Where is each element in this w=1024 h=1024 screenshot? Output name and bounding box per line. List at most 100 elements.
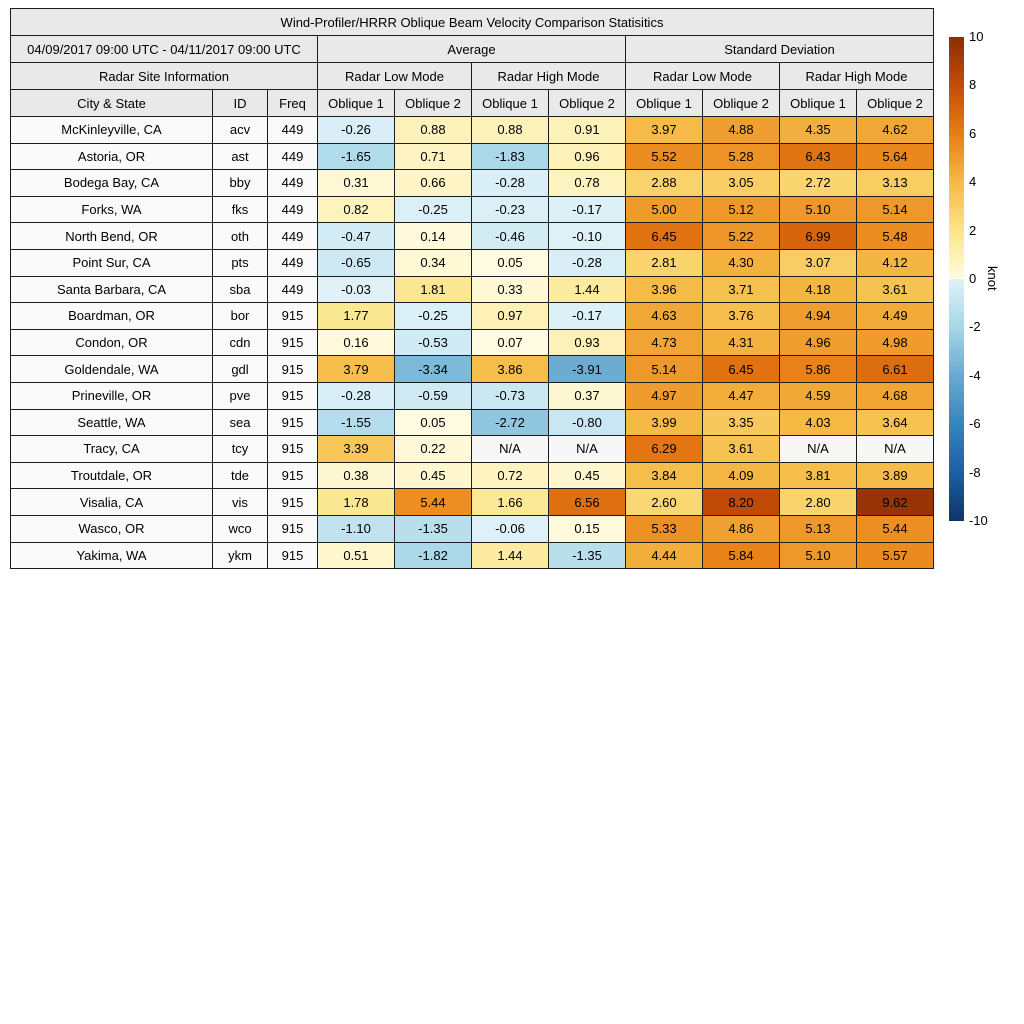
site-id-cell: sba [212, 275, 268, 304]
freq-cell: 915 [267, 461, 318, 490]
avg-value-cell: 0.91 [548, 116, 626, 144]
colorbar [949, 37, 964, 521]
avg-value-cell: 0.51 [317, 541, 395, 570]
city-cell: Goldendale, WA [10, 355, 213, 383]
avg-value-cell: 6.56 [548, 488, 626, 516]
table-row: Point Sur, CA pts 449 -0.65 0.34 0.05 -0.28 2.8… [10, 248, 934, 277]
date-range: 04/09/2017 09:00 UTC - 04/11/2017 09:00 … [10, 35, 318, 63]
table-row: Goldendale, WA gdl 915 3.79 -3.34 3.86 -3.91 5.… [10, 355, 934, 383]
std-value-cell: 3.05 [702, 169, 780, 197]
site-info-header: Radar Site Information [10, 62, 318, 90]
avg-value-cell: 0.14 [394, 222, 472, 250]
avg-value-cell: -0.59 [394, 381, 472, 410]
table-row: Astoria, OR ast 449 -1.65 0.71 -1.83 0.96 5.52 5… [10, 142, 934, 171]
table-row: Seattle, WA sea 915 -1.55 0.05 -2.72 -0.80 3.99… [10, 408, 934, 437]
avg-high-mode-header: Radar High Mode [471, 62, 626, 90]
std-value-cell: 6.61 [856, 355, 934, 383]
std-value-cell: 5.57 [856, 541, 934, 570]
colorbar-tick-label: 10 [969, 29, 984, 44]
std-value-cell: 4.09 [702, 461, 780, 490]
avg-value-cell: 0.07 [471, 328, 549, 357]
avg-value-cell: N/A [471, 435, 549, 463]
city-cell: North Bend, OR [10, 222, 213, 250]
std-value-cell: 3.99 [625, 408, 703, 437]
avg-value-cell: -0.47 [317, 222, 395, 250]
avg-value-cell: 0.96 [548, 142, 626, 171]
city-cell: Santa Barbara, CA [10, 275, 213, 304]
std-value-cell: 3.81 [779, 461, 857, 490]
colorbar-tick-label: -4 [969, 367, 981, 383]
avg-value-cell: -3.34 [394, 355, 472, 383]
avg-value-cell: -0.17 [548, 302, 626, 330]
std-value-cell: 3.76 [702, 302, 780, 330]
freq-cell: 915 [267, 302, 318, 330]
freq-cell: 915 [267, 435, 318, 463]
std-value-cell: 3.61 [702, 435, 780, 463]
avg-value-cell: 0.33 [471, 275, 549, 304]
std-value-cell: 3.61 [856, 275, 934, 304]
freq-cell: 449 [267, 275, 318, 304]
col-header-std-high-ob2: Oblique 2 [856, 89, 934, 117]
colorbar-tick-label: 8 [969, 77, 977, 93]
table-row: Condon, OR cdn 915 0.16 -0.53 0.07 0.93 4.73 4.3… [10, 328, 934, 357]
std-value-cell: 4.31 [702, 328, 780, 357]
std-value-cell: 6.29 [625, 435, 703, 463]
avg-value-cell: -0.73 [471, 381, 549, 410]
col-header-avg-low-ob2: Oblique 2 [394, 89, 472, 117]
site-id-cell: ast [212, 142, 268, 171]
std-value-cell: 3.35 [702, 408, 780, 437]
avg-value-cell: -0.25 [394, 302, 472, 330]
avg-value-cell: -1.55 [317, 408, 395, 437]
std-value-cell: 4.94 [779, 302, 857, 330]
std-value-cell: 4.62 [856, 116, 934, 144]
colorbar-tick-label: 6 [969, 125, 977, 141]
std-value-cell: 5.84 [702, 541, 780, 570]
std-value-cell: N/A [856, 435, 934, 463]
std-value-cell: N/A [779, 435, 857, 463]
std-value-cell: 9.62 [856, 488, 934, 516]
std-value-cell: 4.03 [779, 408, 857, 437]
std-value-cell: 5.22 [702, 222, 780, 250]
site-id-cell: gdl [212, 355, 268, 383]
std-value-cell: 4.88 [702, 116, 780, 144]
city-cell: Tracy, CA [10, 435, 213, 463]
std-value-cell: 4.73 [625, 328, 703, 357]
std-low-mode-header: Radar Low Mode [625, 62, 780, 90]
table-row: Tracy, CA tcy 915 3.39 0.22 N/A N/A 6.29 3.61 N/A… [10, 435, 934, 463]
table-row: Prineville, OR pve 915 -0.28 -0.59 -0.73 0.37 4… [10, 381, 934, 410]
avg-value-cell: 1.81 [394, 275, 472, 304]
city-cell: Troutdale, OR [10, 461, 213, 490]
std-value-cell: 4.86 [702, 514, 780, 543]
std-value-cell: 3.97 [625, 116, 703, 144]
avg-value-cell: -0.25 [394, 195, 472, 224]
avg-value-cell: 1.78 [317, 488, 395, 516]
table-row: Wasco, OR wco 915 -1.10 -1.35 -0.06 0.15 5.33 4.… [10, 514, 934, 543]
avg-value-cell: 1.44 [548, 275, 626, 304]
std-value-cell: 5.10 [779, 541, 857, 570]
std-value-cell: 5.00 [625, 195, 703, 224]
std-value-cell: 4.18 [779, 275, 857, 304]
std-value-cell: 6.45 [625, 222, 703, 250]
avg-value-cell: N/A [548, 435, 626, 463]
avg-value-cell: -3.91 [548, 355, 626, 383]
site-id-cell: sea [212, 408, 268, 437]
avg-value-cell: -0.26 [317, 116, 395, 144]
city-cell: Prineville, OR [10, 381, 213, 410]
city-cell: McKinleyville, CA [10, 116, 213, 144]
std-value-cell: 3.96 [625, 275, 703, 304]
avg-value-cell: -0.23 [471, 195, 549, 224]
col-header-std-low-ob2: Oblique 2 [702, 89, 780, 117]
avg-value-cell: -0.03 [317, 275, 395, 304]
std-value-cell: 5.52 [625, 142, 703, 171]
avg-value-cell: -1.82 [394, 541, 472, 570]
avg-value-cell: -0.65 [317, 248, 395, 277]
freq-cell: 449 [267, 169, 318, 197]
site-id-cell: tde [212, 461, 268, 490]
site-id-cell: wco [212, 514, 268, 543]
stats-table: Wind-Profiler/HRRR Oblique Beam Velocity… [10, 8, 934, 570]
std-value-cell: 5.13 [779, 514, 857, 543]
table-row: Santa Barbara, CA sba 449 -0.03 1.81 0.33 1.44… [10, 275, 934, 304]
std-high-mode-header: Radar High Mode [779, 62, 934, 90]
col-header-avg-high-ob2: Oblique 2 [548, 89, 626, 117]
